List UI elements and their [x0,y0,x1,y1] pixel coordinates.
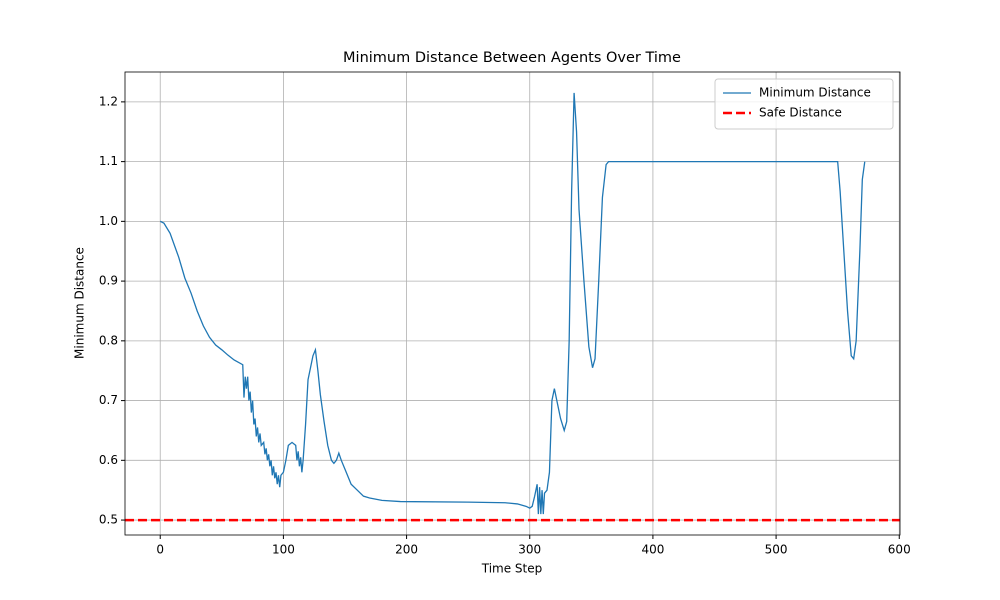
y-axis-label: Minimum Distance [73,247,87,359]
y-tick-label: 0.7 [99,393,118,407]
x-axis-label: Time Step [481,562,543,576]
legend-box [714,78,894,130]
y-tick-label: 1.2 [99,94,118,108]
x-tick-label: 600 [888,543,911,557]
legend: Minimum Distance Safe Distance [714,78,894,130]
y-tick-label: 0.8 [99,333,118,347]
y-tick-label: 0.5 [99,513,118,527]
x-tick-label: 100 [272,543,295,557]
x-tick-label: 400 [641,543,664,557]
x-tick-label: 500 [765,543,788,557]
y-tick-label: 0.6 [99,453,118,467]
legend-label: Minimum Distance [759,86,871,100]
y-tick-label: 0.9 [99,274,118,288]
legend-label: Safe Distance [759,106,842,120]
y-tick-label: 1.1 [99,154,118,168]
x-tick-label: 300 [518,543,541,557]
plot-frame [124,71,901,536]
x-tick-label: 200 [395,543,418,557]
x-tick-label: 0 [156,543,164,557]
y-tick-label: 1.0 [99,214,118,228]
chart-title: Minimum Distance Between Agents Over Tim… [343,50,681,66]
data-line [159,92,866,515]
